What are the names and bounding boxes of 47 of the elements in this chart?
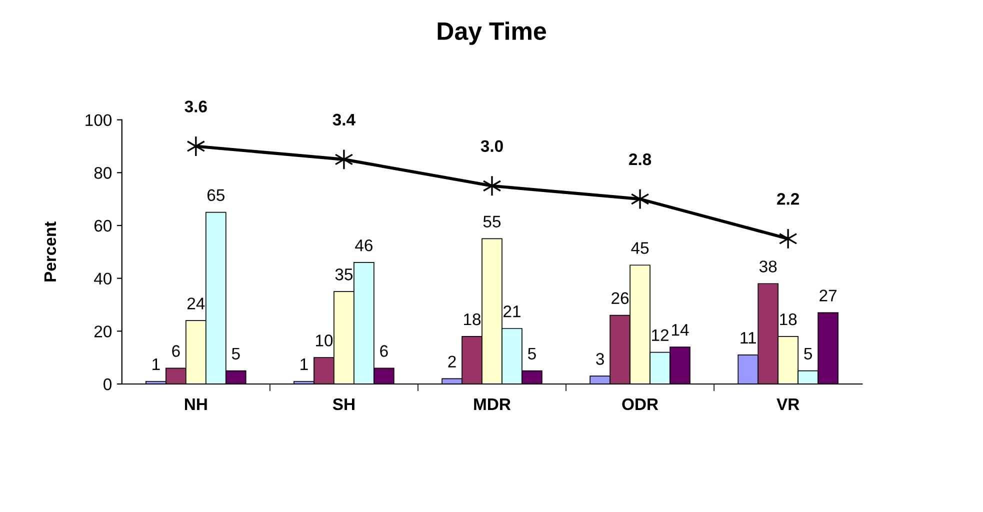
data-label: 26 [612,292,629,304]
data-label: 14 [672,324,689,336]
data-label: 3 [596,353,604,365]
point [482,175,502,196]
data-label: 24 [187,298,205,310]
x-tick-label: ODR [622,398,658,410]
chart-title: Day Time [438,22,546,45]
data-label: 27 [820,290,836,302]
data-label: 5 [528,348,536,360]
data-label: 2.2 [777,193,799,205]
point [334,148,354,170]
data-label: 12 [652,329,668,341]
data-label: 38 [759,260,777,272]
x-tick-label: SH [332,398,354,410]
data-label: 45 [631,242,649,254]
data-label: 1 [152,358,160,370]
data-label: 5 [804,348,812,360]
data-label: 18 [780,313,797,326]
x-tick-label: MDR [474,398,511,410]
data-label: 55 [483,216,501,228]
data-label: 21 [504,306,520,318]
data-label: 3.0 [480,140,503,152]
data-label: 46 [355,239,372,252]
point [778,228,798,250]
data-label: 3.6 [184,100,207,112]
data-label: 6 [380,345,388,357]
x-tick-label: NH [184,398,207,410]
data-label: 65 [207,189,224,202]
data-label: 2 [448,356,456,368]
data-label: 10 [316,334,333,346]
data-label: 18 [464,313,481,326]
data-label: 11 [740,332,756,344]
y-axis-title: Percent [44,222,56,282]
y-tick-label: 60 [94,220,112,232]
data-label: 6 [172,345,180,357]
data-label: 3.4 [332,114,356,126]
x-tick-label: VR [776,398,800,410]
data-label: 1 [300,358,308,370]
y-tick-label: 100 [86,114,112,126]
data-label: 5 [232,348,240,360]
data-label: 2.8 [629,153,652,166]
y-tick-label: 20 [94,326,112,338]
y-tick-label: 0 [104,378,112,390]
y-tick-label: 80 [94,167,112,179]
point [630,188,650,210]
y-tick-label: 40 [94,272,112,285]
data-label: 35 [335,268,353,280]
